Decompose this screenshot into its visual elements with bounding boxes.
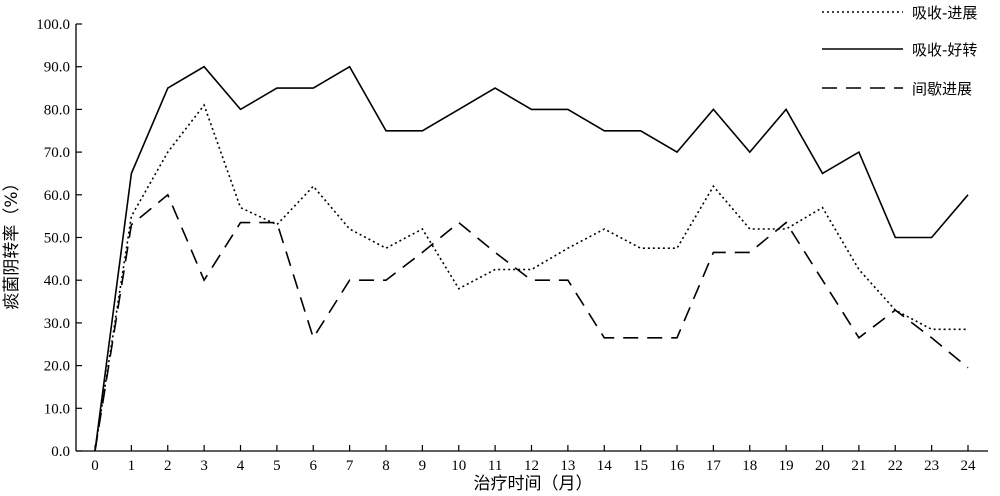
y-tick-label: 10.0 xyxy=(44,401,70,417)
x-tick-label: 24 xyxy=(961,458,977,474)
legend-label: 吸收-进展 xyxy=(912,4,977,22)
x-tick-label: 14 xyxy=(597,458,613,474)
x-tick-label: 4 xyxy=(237,458,245,474)
x-tick-label: 9 xyxy=(419,458,427,474)
y-tick-label: 0.0 xyxy=(51,444,70,460)
x-tick-label: 0 xyxy=(91,458,99,474)
y-tick-label: 100.0 xyxy=(36,17,70,33)
y-tick-label: 20.0 xyxy=(44,359,70,375)
x-tick-label: 22 xyxy=(888,458,903,474)
x-tick-label: 19 xyxy=(779,458,794,474)
x-tick-label: 11 xyxy=(488,458,502,474)
x-tick-label: 6 xyxy=(310,458,318,474)
x-tick-label: 10 xyxy=(451,458,466,474)
y-tick-label: 80.0 xyxy=(44,102,70,118)
x-tick-label: 12 xyxy=(524,458,539,474)
x-tick-label: 7 xyxy=(346,458,354,474)
series-line-dotted xyxy=(94,103,968,452)
x-tick-label: 23 xyxy=(924,458,939,474)
x-tick-label: 13 xyxy=(560,458,575,474)
x-tick-label: 21 xyxy=(851,458,866,474)
y-tick-label: 90.0 xyxy=(44,60,70,76)
x-tick-label: 1 xyxy=(128,458,136,474)
series-line-solid xyxy=(94,65,969,452)
legend-label: 吸收-好转 xyxy=(912,41,977,59)
series-line-dashed xyxy=(94,193,969,452)
x-tick-label: 3 xyxy=(200,458,208,474)
x-axis-title: 治疗时间（月） xyxy=(474,474,593,494)
x-tick-label: 20 xyxy=(815,458,830,474)
y-axis-title: 痰菌阴转率（%） xyxy=(2,174,22,309)
x-tick-label: 16 xyxy=(670,458,686,474)
x-tick-label: 5 xyxy=(273,458,281,474)
y-tick-label: 60.0 xyxy=(44,188,70,204)
y-tick-label: 70.0 xyxy=(44,145,70,161)
x-tick-label: 8 xyxy=(382,458,390,474)
y-tick-label: 30.0 xyxy=(44,316,70,332)
x-tick-label: 2 xyxy=(164,458,172,474)
x-tick-label: 15 xyxy=(633,458,648,474)
x-tick-label: 17 xyxy=(706,458,722,474)
x-tick-label: 18 xyxy=(742,458,757,474)
y-tick-label: 50.0 xyxy=(44,231,70,247)
y-tick-label: 40.0 xyxy=(44,273,70,289)
series-lines xyxy=(94,65,969,452)
axes: 0.0 10.0 20.0 30.0 40.0 50.0 60.0 70.0 80.0 90.0 1… xyxy=(36,17,988,474)
legend-label: 间歇进展 xyxy=(912,80,972,98)
